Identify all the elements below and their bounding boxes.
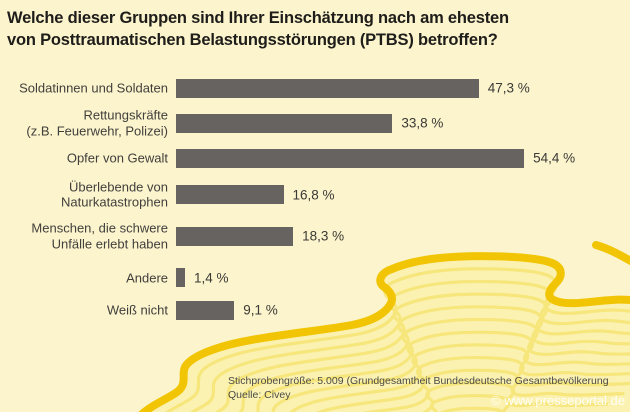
value-label: 54,4 %	[533, 150, 576, 166]
category-label: Soldatinnen und Soldaten	[19, 80, 168, 96]
bar	[176, 300, 235, 320]
source-label: Quelle: Civey	[228, 389, 291, 401]
category-label: Rettungskräfte (z.B. Feuerwehr, Polizei)	[26, 107, 168, 139]
wave-bold-line-corner	[592, 241, 630, 266]
value-label: 1,4 %	[193, 270, 229, 285]
value-label: 33,8 %	[401, 115, 444, 131]
bar	[176, 148, 525, 168]
value-label: 16,8 %	[292, 187, 335, 202]
chart-title-line2: von Posttraumatischen Belastungsstörunge…	[7, 31, 498, 49]
category-label: Überlebende von Naturkatastrophen	[61, 179, 168, 210]
value-label: 18,3 %	[302, 228, 345, 244]
bar	[176, 226, 294, 246]
source-note: Stichprobengröße: 5.009 (Grundgesamtheit…	[228, 374, 609, 402]
category-label: Weiß nicht	[106, 302, 168, 318]
value-label: 9,1 %	[243, 302, 278, 318]
bar	[176, 113, 393, 133]
category-label: Opfer von Gewalt	[66, 150, 168, 166]
chart-title: Welche dieser Gruppen sind Ihrer Einschä…	[7, 7, 509, 51]
category-label: Menschen, die schwere Unfälle erlebt habe…	[31, 220, 168, 252]
sample-size-note: Stichprobengröße: 5.009 (Grundgesamtheit…	[228, 375, 609, 387]
bar	[176, 78, 479, 98]
copyright-credit: © www.presseportal.de	[491, 393, 625, 408]
chart-title-line1: Welche dieser Gruppen sind Ihrer Einschä…	[7, 9, 509, 27]
category-label: Andere	[126, 269, 168, 285]
bar	[176, 185, 284, 204]
bar	[176, 268, 185, 287]
value-label: 47,3 %	[487, 80, 530, 96]
